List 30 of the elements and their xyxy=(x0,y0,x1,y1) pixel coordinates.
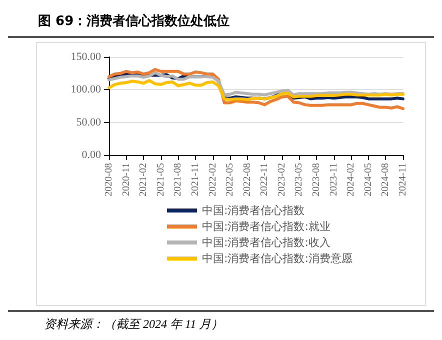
x-tick-label: 2020-08 xyxy=(104,163,114,196)
legend-label: 中国:消费者信心指数:收入 xyxy=(202,236,330,249)
x-tick-label: 2022-05 xyxy=(224,163,236,196)
x-tick-label: 2020-11 xyxy=(120,163,132,196)
x-tick-label: 2021-11 xyxy=(190,163,201,196)
x-tick-label: 2023-05 xyxy=(294,163,305,196)
line-series xyxy=(108,79,404,101)
legend-label: 中国:消费者信心指数 xyxy=(202,204,305,217)
y-tick-label: 150.00 xyxy=(70,51,102,63)
y-tick-label: 50.00 xyxy=(76,116,102,128)
x-tick-label: 2024-05 xyxy=(362,163,374,196)
x-tick-label: 2023-11 xyxy=(328,163,340,196)
x-tick-label: 2021-05 xyxy=(155,163,166,196)
legend-label: 中国:消费者信心指数:就业 xyxy=(202,220,330,233)
legend-label: 中国:消费者信心指数:消费意愿 xyxy=(202,252,352,265)
x-tick-label: 2022-02 xyxy=(207,163,218,196)
y-tick-label: 0.00 xyxy=(82,149,102,161)
x-tick-label: 2023-08 xyxy=(311,163,322,196)
chart-title: 图 69：消费者信心指数位处低位 xyxy=(8,8,434,38)
x-tick-label: 2022-08 xyxy=(242,163,253,196)
x-tick-label: 2021-02 xyxy=(138,163,150,196)
y-tick-label: 100.00 xyxy=(70,84,102,96)
x-tick-label: 2023-02 xyxy=(276,163,288,196)
line-series xyxy=(108,68,404,110)
x-tick-label: 2024-02 xyxy=(346,163,357,196)
x-tick-label: 2022-11 xyxy=(259,163,270,196)
x-tick-label: 2024-08 xyxy=(380,163,392,196)
text: 资料来源：（截至 2024 年 11 月） xyxy=(44,316,224,333)
x-tick-label: 2024-11 xyxy=(398,163,408,196)
x-tick-label: 2021-08 xyxy=(172,163,184,196)
